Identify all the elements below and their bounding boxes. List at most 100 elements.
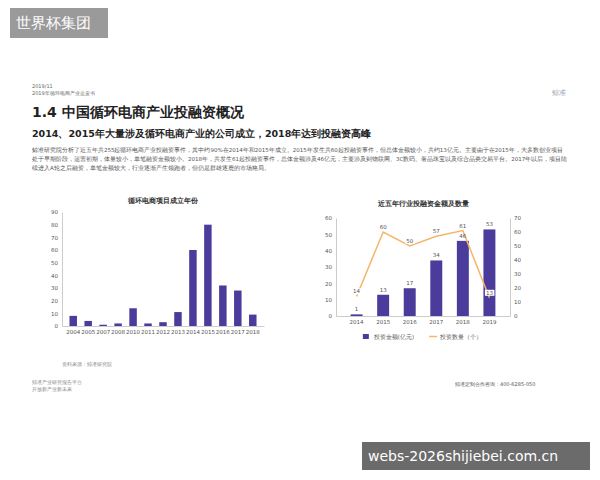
footer-right: 鲸准定制合作咨询：400-6285-050	[455, 381, 535, 387]
tick-label: 2014	[350, 319, 364, 325]
tick: 2008	[111, 326, 125, 335]
tick-label: 60	[514, 229, 521, 235]
axis-line	[62, 213, 63, 327]
x-axis: 201420152016201720182019	[337, 316, 511, 325]
tick-label: 60	[325, 215, 332, 221]
data-label-group: 60	[379, 224, 388, 230]
x-axis: 2004200520072008201020112012201320142015…	[63, 326, 265, 335]
label-background	[458, 223, 467, 229]
bar	[377, 295, 389, 316]
tick: 30	[325, 264, 336, 270]
data-label: 46	[459, 233, 466, 239]
tick-label: 2007	[96, 329, 110, 335]
tick-label: 2010	[126, 329, 140, 335]
tick: 20	[510, 285, 521, 291]
line	[357, 231, 490, 298]
tick-label: 2012	[156, 329, 170, 335]
tick: 2014	[186, 326, 200, 335]
tick: 2018	[246, 326, 260, 335]
y-axis: 0 10 20 30 40 50 60	[325, 215, 337, 319]
tick-label: 10	[514, 299, 521, 305]
data-label-group: 14	[352, 288, 361, 294]
tick-label: 10	[51, 311, 58, 317]
y-axis: 010203040506070	[510, 215, 521, 319]
page: 世界杯集团2019/112019年循环电商产业蓝皮书鲸准1.4 中国循环电商产业…	[0, 0, 600, 480]
data-label: 17	[406, 280, 413, 286]
data-label-group: 61	[458, 223, 467, 229]
tick: 2011	[141, 326, 155, 335]
data-label: 34	[433, 252, 440, 258]
data-label-group: 13	[485, 290, 494, 296]
tick: 40	[51, 273, 62, 279]
label-background	[432, 228, 441, 234]
tick-label: 20	[325, 281, 332, 287]
tick: 30	[51, 285, 62, 291]
data-label-group: 50	[405, 238, 414, 244]
page-title: 1.4 中国循环电商产业投融资概况	[32, 104, 244, 122]
tick: 20	[51, 298, 62, 304]
page-subtitle: 2014、2015年大量涉及循环电商产业的公司成立，2018年达到投融资高峰	[32, 128, 371, 141]
legend-label: 投资数量（个）	[439, 334, 482, 341]
label-background	[352, 288, 361, 294]
tick: 2010	[126, 326, 140, 335]
tick-label: 10	[325, 297, 332, 303]
tick-label: 2018	[456, 319, 470, 325]
data-label: 57	[433, 228, 440, 234]
tick: 0	[55, 323, 63, 329]
label-background	[379, 224, 388, 230]
tick: 60	[325, 215, 336, 221]
page-paragraph: 鲸准研究院分析了近五年共255起循环电商产业投融资事件，其中约90%在2014年…	[32, 146, 568, 173]
label-background	[405, 238, 414, 244]
tick-label: 70	[51, 235, 58, 241]
bar	[404, 288, 416, 316]
tick: 70	[51, 235, 62, 241]
data-label-group: 57	[432, 228, 441, 234]
data-label: 14	[353, 288, 360, 294]
tick-label: 2014	[186, 329, 200, 335]
tick: 2013	[171, 326, 185, 335]
charts: 循环电商项目成立年份010203040506070809020042005200…	[0, 0, 600, 480]
bar	[174, 312, 181, 326]
brand-overlay: 世界杯集团	[16, 14, 91, 32]
tick: 10	[510, 299, 521, 305]
bar	[144, 323, 151, 326]
legend-item: 投资金额(亿元)	[363, 333, 414, 340]
tick-label: 30	[514, 271, 521, 277]
data-label: 61	[459, 223, 466, 229]
footer-left: 开放新产业新未来	[32, 387, 72, 392]
tick-label: 2008	[111, 329, 125, 335]
tick-label: 30	[51, 285, 58, 291]
tick: 50	[325, 232, 336, 238]
tick-label: 2005	[81, 329, 95, 335]
chart-title: 循环电商项目成立年份	[127, 196, 199, 205]
tick: 80	[51, 222, 62, 228]
tick-label: 0	[329, 313, 333, 319]
data-label: 50	[406, 238, 413, 244]
tick-label: 2013	[171, 329, 185, 335]
tick: 0	[510, 313, 518, 319]
axis-line	[510, 219, 511, 317]
tick: 2018	[456, 316, 470, 325]
bar	[159, 322, 166, 326]
bar	[351, 314, 363, 316]
axis-line	[336, 219, 337, 317]
tick-label: 2018	[246, 329, 260, 335]
tick-label: 0	[514, 313, 518, 319]
bar	[234, 291, 241, 326]
data-label: 13	[380, 287, 387, 293]
data-label: 60	[380, 224, 387, 230]
tick-label: 40	[325, 248, 332, 254]
tick-label: 2017	[231, 329, 245, 335]
data-label: 1	[355, 306, 359, 312]
tick: 2017	[231, 326, 245, 335]
tick: 2005	[81, 326, 95, 335]
tick: 2015	[201, 326, 215, 335]
bar	[219, 285, 226, 326]
tick: 70	[510, 215, 521, 221]
bar	[457, 241, 469, 316]
tick-label: 90	[51, 209, 58, 215]
tick: 2016	[403, 316, 417, 325]
legend-swatch	[429, 336, 437, 338]
bar	[84, 321, 91, 326]
report-name: 2019年循环电商产业蓝皮书	[32, 90, 95, 96]
